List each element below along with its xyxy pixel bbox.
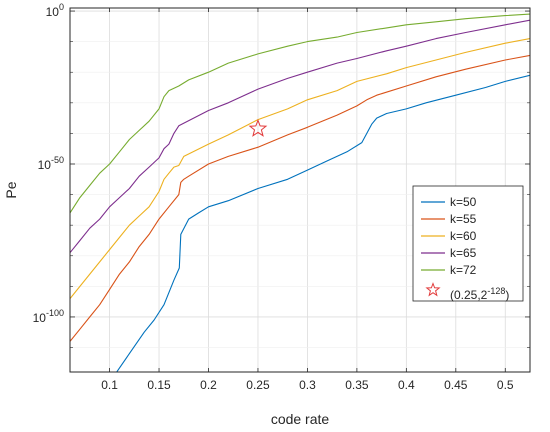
series-layer — [70, 13, 530, 372]
y-axis-label: Pe — [3, 181, 19, 198]
x-tick-label: 0.4 — [398, 378, 415, 392]
series-line-k65 — [70, 19, 530, 254]
series-line-k55 — [70, 54, 530, 342]
series-line-k50 — [116, 74, 530, 372]
x-tick-label: 0.35 — [345, 378, 369, 392]
legend: k=50 k=55 k=60 k=65 k=72 (0.25,2-128) — [412, 185, 524, 302]
series-line-k72 — [70, 13, 530, 214]
y-tick-label: 10-50 — [38, 155, 64, 172]
legend-label: k=72 — [450, 263, 477, 277]
axes-box — [69, 7, 531, 373]
y-tick-label: 100 — [46, 2, 64, 19]
legend-label: k=55 — [450, 212, 477, 226]
legend-label: k=50 — [450, 195, 477, 209]
x-tick-label: 0.1 — [101, 378, 118, 392]
legend-star-icon — [425, 282, 441, 297]
legend-label: k=65 — [450, 246, 477, 260]
x-tick-label: 0.5 — [497, 378, 514, 392]
series-line-k60 — [70, 38, 530, 299]
legend-box — [412, 185, 524, 302]
y-tick-label: 10-100 — [33, 308, 64, 325]
x-tick-label: 0.45 — [444, 378, 468, 392]
x-axis-label: code rate — [271, 411, 330, 427]
x-tick-label: 0.3 — [299, 378, 316, 392]
legend-label-marker: (0.25,2-128) — [450, 286, 509, 302]
y-ticks: 100 10-50 10-100 — [33, 2, 530, 348]
marker-point-star — [248, 118, 268, 137]
x-tick-label: 0.2 — [200, 378, 217, 392]
x-ticks: 0.1 0.15 0.2 0.25 0.3 0.35 0.4 0.45 0.5 — [101, 8, 514, 392]
legend-label: k=60 — [450, 229, 477, 243]
marker-layer — [248, 118, 268, 137]
x-tick-label: 0.25 — [246, 378, 270, 392]
x-tick-label: 0.15 — [147, 378, 171, 392]
